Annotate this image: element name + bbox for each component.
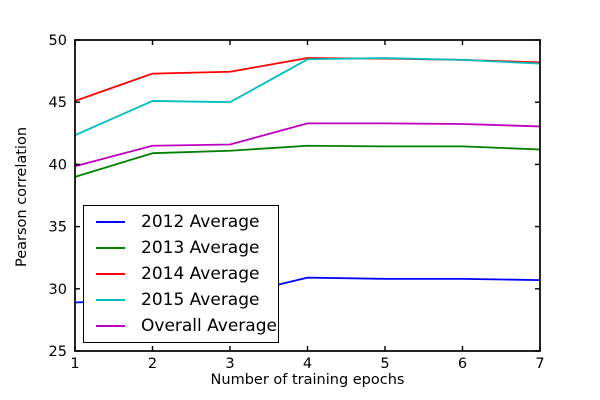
x-tick-label: 1 [70, 356, 79, 372]
y-tick-label: 50 [49, 33, 67, 49]
legend: 2012 Average 2013 Average 2014 Average 2015… [83, 205, 279, 343]
y-axis-label: Pearson correlation [14, 126, 30, 268]
legend-line-sample [96, 273, 125, 275]
legend-label: 2012 Average [141, 211, 260, 232]
x-tick-label: 5 [380, 356, 389, 372]
legend-entry-overall-average: Overall Average [84, 313, 278, 339]
legend-label: 2015 Average [141, 290, 260, 311]
x-tick-label: 6 [458, 356, 467, 372]
legend-entry-2012-average: 2012 Average [84, 209, 278, 235]
series-line-2013-average [74, 144, 541, 178]
y-tick-label: 30 [49, 282, 67, 298]
legend-entry-2014-average: 2014 Average [84, 261, 278, 287]
legend-entry-2013-average: 2013 Average [84, 235, 278, 261]
legend-line-sample [96, 246, 125, 249]
x-axis-label: Number of training epochs [210, 372, 405, 388]
legend-line-sample [96, 220, 125, 223]
x-tick-label: 2 [148, 356, 157, 372]
legend-label: 2013 Average [141, 237, 260, 258]
legend-entry-2015-average: 2015 Average [84, 287, 278, 313]
series-line-overall-average [74, 122, 541, 168]
x-axis-ticks: 1 2 3 4 5 6 7 [70, 40, 545, 372]
x-tick-label: 7 [535, 356, 544, 372]
y-tick-label: 35 [49, 220, 67, 236]
series-line-2015-average [74, 57, 541, 136]
x-tick-label: 3 [225, 356, 234, 372]
y-tick-label: 40 [49, 157, 67, 173]
y-tick-label: 45 [49, 95, 67, 111]
y-axis-ticks: 25 30 35 40 45 50 [49, 33, 540, 360]
series-line-2014-average [74, 57, 541, 102]
legend-line-sample [96, 299, 125, 302]
legend-line-sample [96, 325, 125, 328]
legend-label: 2014 Average [141, 264, 260, 284]
legend-label: Overall Average [141, 316, 277, 337]
x-tick-label: 4 [303, 356, 312, 372]
y-tick-label: 25 [49, 344, 67, 360]
